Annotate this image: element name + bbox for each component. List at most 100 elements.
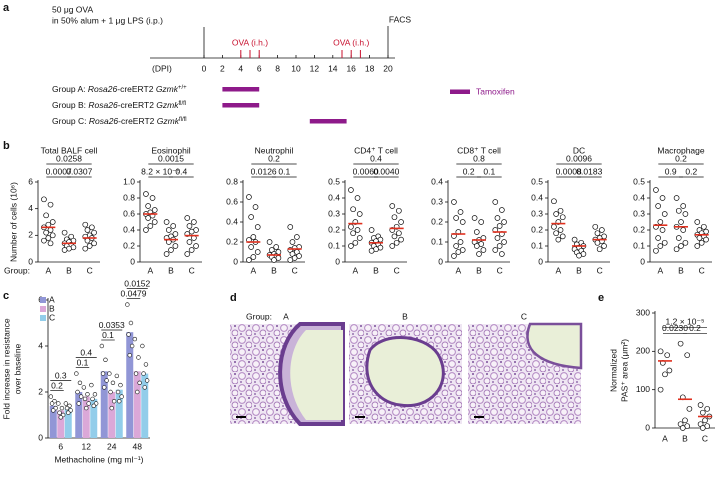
timeline-tick-label: 20 <box>383 63 393 73</box>
data-point <box>84 237 91 244</box>
comparison-label: 0.4 <box>370 153 382 163</box>
data-point <box>684 352 691 359</box>
data-point <box>657 348 664 355</box>
comparison-label: 0.0040 <box>373 166 399 176</box>
data-point <box>49 219 56 225</box>
y-tick-label: 2 <box>38 386 43 396</box>
data-point <box>143 227 149 233</box>
x-tick-label: C <box>189 265 195 275</box>
data-point <box>81 385 87 390</box>
chart-title: CD4⁺ T cell <box>354 145 398 155</box>
data-point <box>696 235 703 241</box>
data-point <box>43 229 49 236</box>
comparison-label: 0.1 <box>102 330 114 340</box>
data-point <box>151 219 158 225</box>
data-point <box>473 243 480 249</box>
data-point <box>48 394 54 399</box>
y-tick-label: 0.3 <box>431 196 443 206</box>
y-tick-label: 0.6 <box>226 196 238 206</box>
comparison-label: 0.0479 <box>121 288 147 298</box>
data-point <box>61 247 68 253</box>
x-tick-label: B <box>476 265 482 275</box>
bar <box>108 392 116 438</box>
data-point <box>149 195 156 201</box>
data-point <box>453 243 459 249</box>
timeline-tick-label: 8 <box>275 63 280 73</box>
data-point <box>451 253 457 259</box>
data-point <box>601 243 607 249</box>
data-point <box>457 209 464 215</box>
data-point <box>114 373 120 379</box>
timeline-tick-label: 2 <box>220 63 225 73</box>
data-point <box>90 396 95 402</box>
data-point <box>698 239 705 246</box>
challenge-label: OVA (i.h.) <box>232 37 268 47</box>
data-point <box>165 227 172 233</box>
data-point <box>128 320 134 326</box>
y-tick-label: 0.3 <box>633 208 645 218</box>
chart-title: Total BALF cell <box>41 145 98 155</box>
data-point <box>473 229 480 235</box>
data-point <box>389 203 396 209</box>
y-tick-label: 0 <box>28 256 33 266</box>
x-tick-label: A <box>657 265 663 275</box>
data-point <box>184 251 191 257</box>
data-point <box>254 224 261 230</box>
x-tick-label: C <box>497 265 503 275</box>
y-tick-label: 0 <box>640 256 645 266</box>
data-point <box>678 219 684 225</box>
data-point <box>664 352 671 359</box>
y-tick-label: 0 <box>38 432 43 442</box>
data-point <box>151 207 158 213</box>
group-text: Group A: Rosa26-creERT2 Gzmk+/+ <box>52 84 187 94</box>
data-point <box>45 235 52 241</box>
bar <box>141 373 149 438</box>
data-point <box>141 371 146 376</box>
data-point <box>389 243 396 249</box>
data-point <box>559 233 566 240</box>
timeline-tick-label: 18 <box>365 63 375 73</box>
data-point <box>680 227 687 233</box>
data-point <box>82 245 89 252</box>
data-point <box>677 340 684 347</box>
data-point <box>659 227 666 233</box>
data-point <box>126 332 131 337</box>
data-point <box>58 415 63 420</box>
y-tick-label: 0.8 <box>123 192 135 202</box>
data-point <box>686 405 693 412</box>
y-tick-label: 0.1 <box>431 236 443 246</box>
tamoxifen-bar <box>309 119 347 124</box>
data-point <box>661 239 668 246</box>
data-point <box>699 425 706 431</box>
x-tick-label: A <box>662 433 668 443</box>
bar <box>126 332 134 438</box>
data-point <box>144 378 150 383</box>
bar <box>57 410 65 438</box>
x-tick-label: B <box>271 265 277 275</box>
data-point <box>59 405 65 411</box>
data-point <box>145 215 151 221</box>
data-point <box>246 194 252 200</box>
data-point <box>348 223 354 230</box>
data-point <box>480 247 487 253</box>
data-point <box>555 236 562 243</box>
y-tick-label: 300 <box>636 307 650 317</box>
x-tick-label: B <box>682 433 688 443</box>
group-text: Group B: Rosa26-creERT2 Gzmkfl/fl <box>52 100 186 110</box>
data-point <box>168 247 174 253</box>
data-point <box>653 187 659 193</box>
data-point <box>82 221 89 228</box>
data-point <box>662 371 668 378</box>
panel-label: c <box>3 290 9 302</box>
timeline-tick-label: 10 <box>291 63 301 73</box>
data-point <box>104 378 109 383</box>
legend-label: Tamoxifen <box>476 86 515 96</box>
y-axis-label: PAS⁺ area (μm²) <box>619 339 629 402</box>
data-point <box>657 386 664 393</box>
y-tick-label: 0 <box>130 256 135 266</box>
data-point <box>694 219 701 225</box>
bar <box>75 392 83 438</box>
data-point <box>499 251 505 257</box>
data-point <box>666 367 673 374</box>
data-point <box>348 187 354 193</box>
